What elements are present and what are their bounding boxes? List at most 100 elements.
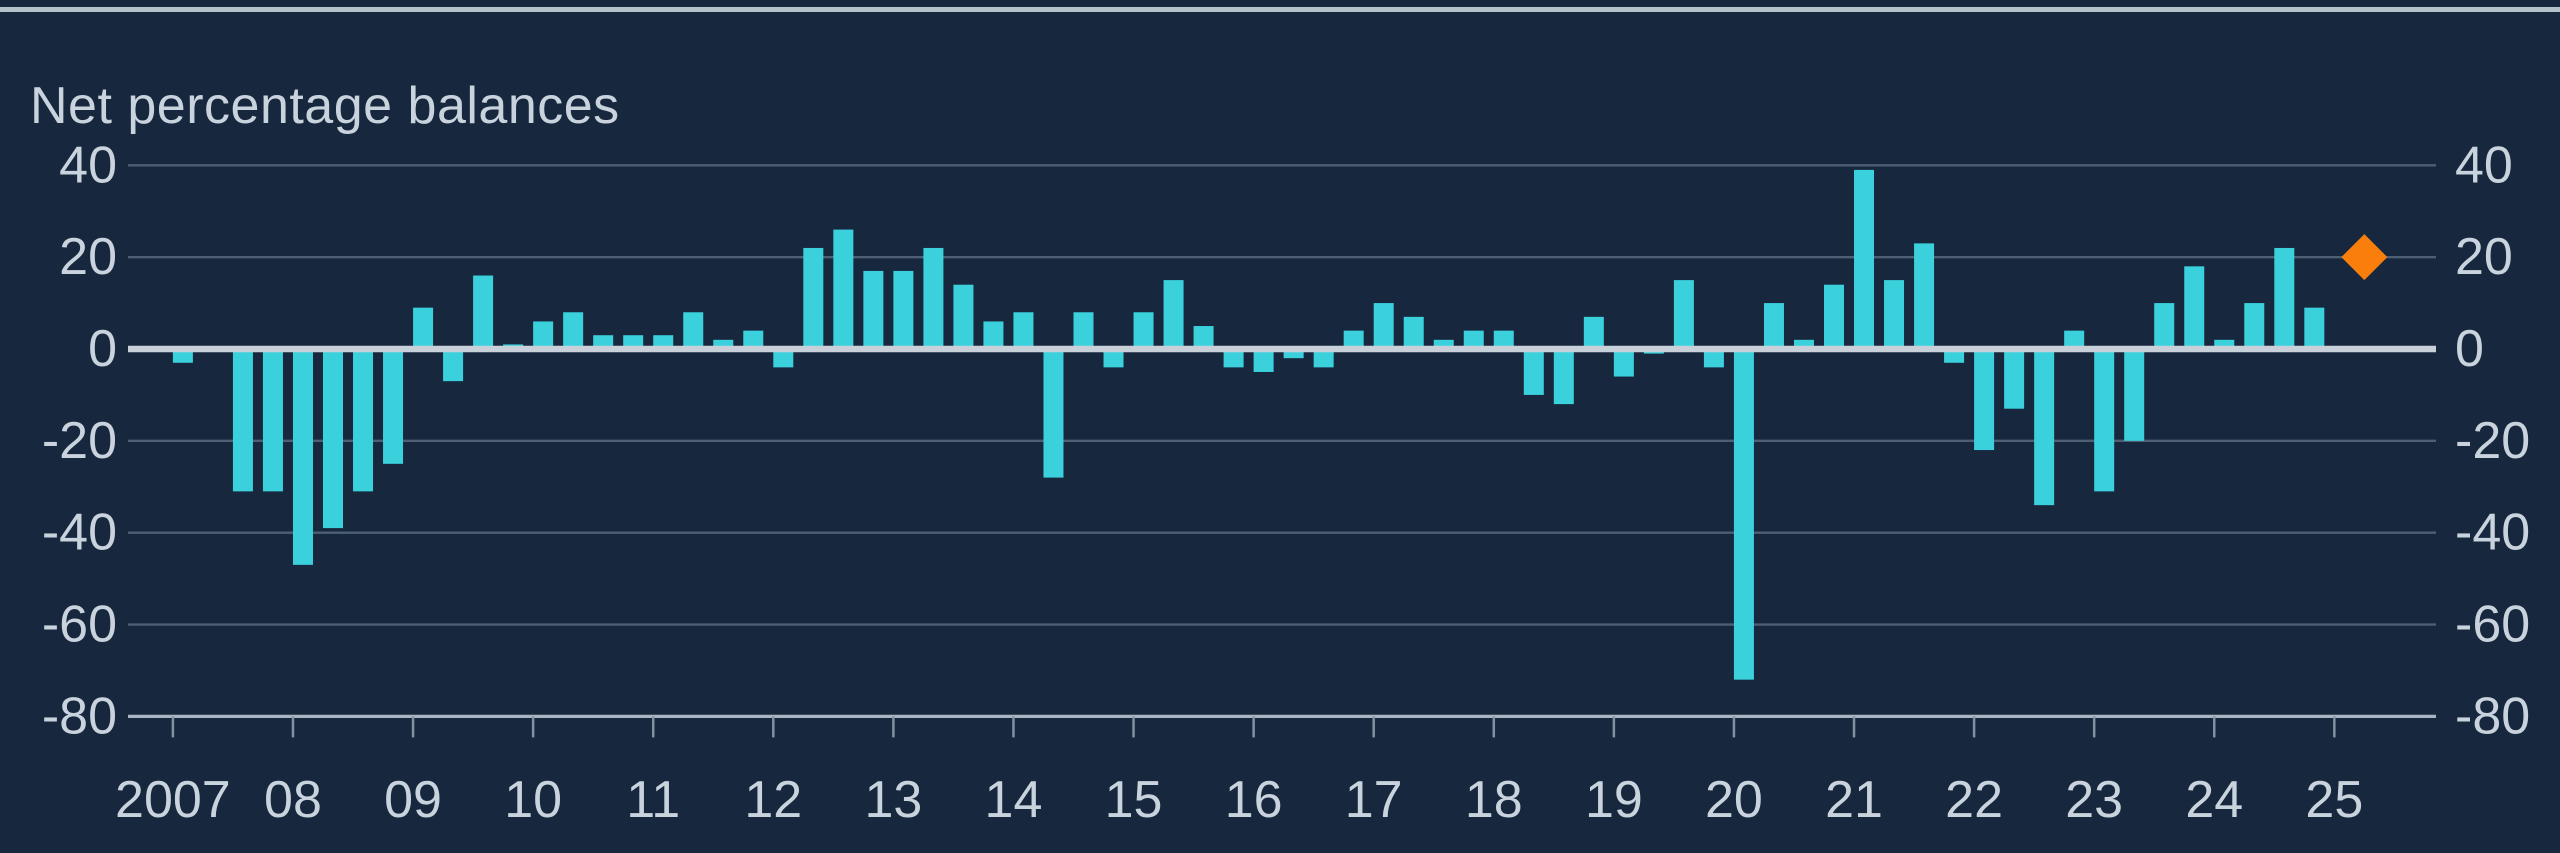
x-axis-label-19: 19	[1585, 771, 1643, 829]
y-axis-label-left-0: 0	[88, 320, 117, 378]
y-axis-label-right--20: -20	[2455, 412, 2530, 470]
bar-2022-q3: 2022 Q3: -34	[2034, 349, 2055, 506]
bar-2007-q4: 2007 Q4: -31	[262, 349, 283, 492]
bar-2016-q2: 2016 Q2: -2	[1283, 349, 1304, 359]
bar-2011-q4: 2011 Q4: 4	[743, 330, 764, 349]
x-axis-label-14: 14	[985, 771, 1043, 829]
x-axis-label-2007: 2007	[115, 771, 231, 829]
bar-2019-q4: 2019 Q4: -4	[1703, 349, 1724, 368]
x-axis-label-17: 17	[1345, 771, 1403, 829]
bar-2014-q1: 2014 Q1: 8	[1013, 312, 1034, 349]
expectation-diamond-marker: 2025 Q2 (expected): 20	[2341, 234, 2388, 281]
x-axis-label-22: 22	[1945, 771, 2003, 829]
bar-2015-q1: 2015 Q1: 8	[1133, 312, 1154, 349]
x-axis-label-25: 25	[2305, 771, 2363, 829]
bar-2008-q2: 2008 Q2: -39	[323, 349, 343, 529]
bar-2008-q4: 2008 Q4: -25	[383, 349, 404, 464]
bar-2008-q1: 2008 Q1: -47	[292, 349, 313, 565]
x-axis-label-15: 15	[1105, 771, 1163, 829]
bar-2012-q2: 2012 Q2: 22	[803, 247, 824, 349]
bar-2013-q4: 2013 Q4: 6	[983, 321, 1004, 349]
bar-2014-q4: 2014 Q4: -4	[1103, 349, 1124, 368]
bar-2023-q2: 2023 Q2: -20	[2124, 349, 2145, 441]
bar-2011-q2: 2011 Q2: 8	[683, 312, 704, 349]
bar-2007-q3: 2007 Q3: -31	[232, 349, 253, 492]
bar-2017-q1: 2017 Q1: 10	[1373, 303, 1394, 349]
y-axis-label-right--40: -40	[2455, 504, 2530, 562]
x-axis-label-21: 21	[1825, 771, 1883, 829]
x-axis-label-10: 10	[504, 771, 562, 829]
bar-2011-q1: 2011 Q1: 3	[653, 335, 674, 349]
bar-2022-q2: 2022 Q2: -13	[2004, 349, 2025, 409]
bar-2019-q1: 2019 Q1: -6	[1613, 349, 1634, 377]
x-axis-label-18: 18	[1465, 771, 1523, 829]
bar-2013-q2: 2013 Q2: 22	[923, 247, 944, 349]
y-axis-label-right-40: 40	[2455, 136, 2513, 194]
y-axis-label-right-0: 0	[2455, 320, 2484, 378]
bar-2015-q2: 2015 Q2: 15	[1163, 280, 1184, 349]
bar-2018-q4: 2018 Q4: 7	[1583, 316, 1604, 349]
x-axis-label-23: 23	[2065, 771, 2123, 829]
top-border-line	[0, 7, 2560, 12]
bar-2024-q2: 2024 Q2: 10	[2244, 303, 2265, 349]
bar-2010-q1: 2010 Q1: 6	[533, 321, 554, 349]
bar-2013-q3: 2013 Q3: 14	[953, 284, 974, 349]
bar-2017-q4: 2017 Q4: 4	[1463, 330, 1484, 349]
x-axis-label-11: 11	[626, 771, 680, 829]
x-axis-label-12: 12	[744, 771, 802, 829]
bar-2014-q2: 2014 Q2: -28	[1043, 349, 1064, 478]
y-axis-label-right-20: 20	[2455, 228, 2513, 286]
bar-2009-q2: 2009 Q2: -7	[443, 349, 464, 382]
bar-2009-q1: 2009 Q1: 9	[413, 307, 434, 349]
y-axis-label-left--40: -40	[42, 504, 117, 562]
bar-2024-q3: 2024 Q3: 22	[2274, 247, 2295, 349]
bar-2012-q3: 2012 Q3: 26	[833, 229, 854, 349]
y-axis-label-right--60: -60	[2455, 596, 2530, 654]
y-axis-label-left-40: 40	[59, 136, 117, 194]
chart-title: Net percentage balances	[30, 77, 620, 135]
bar-2023-q3: 2023 Q3: 10	[2154, 303, 2175, 349]
bar-2018-q3: 2018 Q3: -12	[1553, 349, 1574, 405]
bar-2024-q4: 2024 Q4: 9	[2304, 307, 2325, 349]
bar-2010-q2: 2010 Q2: 8	[563, 312, 584, 349]
y-axis-label-left-20: 20	[59, 228, 117, 286]
bar-2010-q3: 2010 Q3: 3	[593, 335, 614, 349]
bar-2011-q3: 2011 Q3: 2	[713, 339, 734, 349]
x-axis-label-13: 13	[864, 771, 922, 829]
bar-2012-q1: 2012 Q1: -4	[773, 349, 794, 368]
bar-2014-q3: 2014 Q3: 8	[1073, 312, 1094, 349]
bar-2016-q1: 2016 Q1: -5	[1253, 349, 1274, 372]
bar-2010-q4: 2010 Q4: 3	[623, 335, 644, 349]
bar-2016-q4: 2016 Q4: 4	[1343, 330, 1364, 349]
bar-2016-q3: 2016 Q3: -4	[1313, 349, 1334, 368]
bar-2009-q3: 2009 Q3: 16	[473, 275, 494, 349]
x-axis-label-08: 08	[264, 771, 322, 829]
bar-2017-q2: 2017 Q2: 7	[1403, 316, 1424, 349]
x-axis-label-16: 16	[1225, 771, 1283, 829]
bar-2018-q2: 2018 Q2: -10	[1523, 349, 1544, 395]
bar-2013-q1: 2013 Q1: 17	[893, 270, 914, 349]
bar-2022-q4: 2022 Q4: 4	[2064, 330, 2085, 349]
y-axis-label-right--80: -80	[2455, 687, 2530, 745]
y-axis-label-left--60: -60	[42, 596, 117, 654]
x-axis-label-24: 24	[2185, 771, 2243, 829]
bar-2012-q4: 2012 Q4: 17	[863, 270, 884, 349]
bar-2017-q3: 2017 Q3: 2	[1433, 339, 1454, 349]
bar-2015-q4: 2015 Q4: -4	[1223, 349, 1244, 368]
bar-2023-q1: 2023 Q1: -31	[2094, 349, 2115, 492]
bar-2023-q4: 2023 Q4: 18	[2184, 266, 2205, 349]
y-axis-label-left--80: -80	[42, 687, 117, 745]
bar-2024-q1: 2024 Q1: 2	[2214, 339, 2235, 349]
bar-2022-q1: 2022 Q1: -22	[1974, 349, 1995, 451]
bar-2007-q1: 2007 Q1: -3	[172, 349, 193, 363]
bar-2008-q3: 2008 Q3: -31	[353, 349, 374, 492]
